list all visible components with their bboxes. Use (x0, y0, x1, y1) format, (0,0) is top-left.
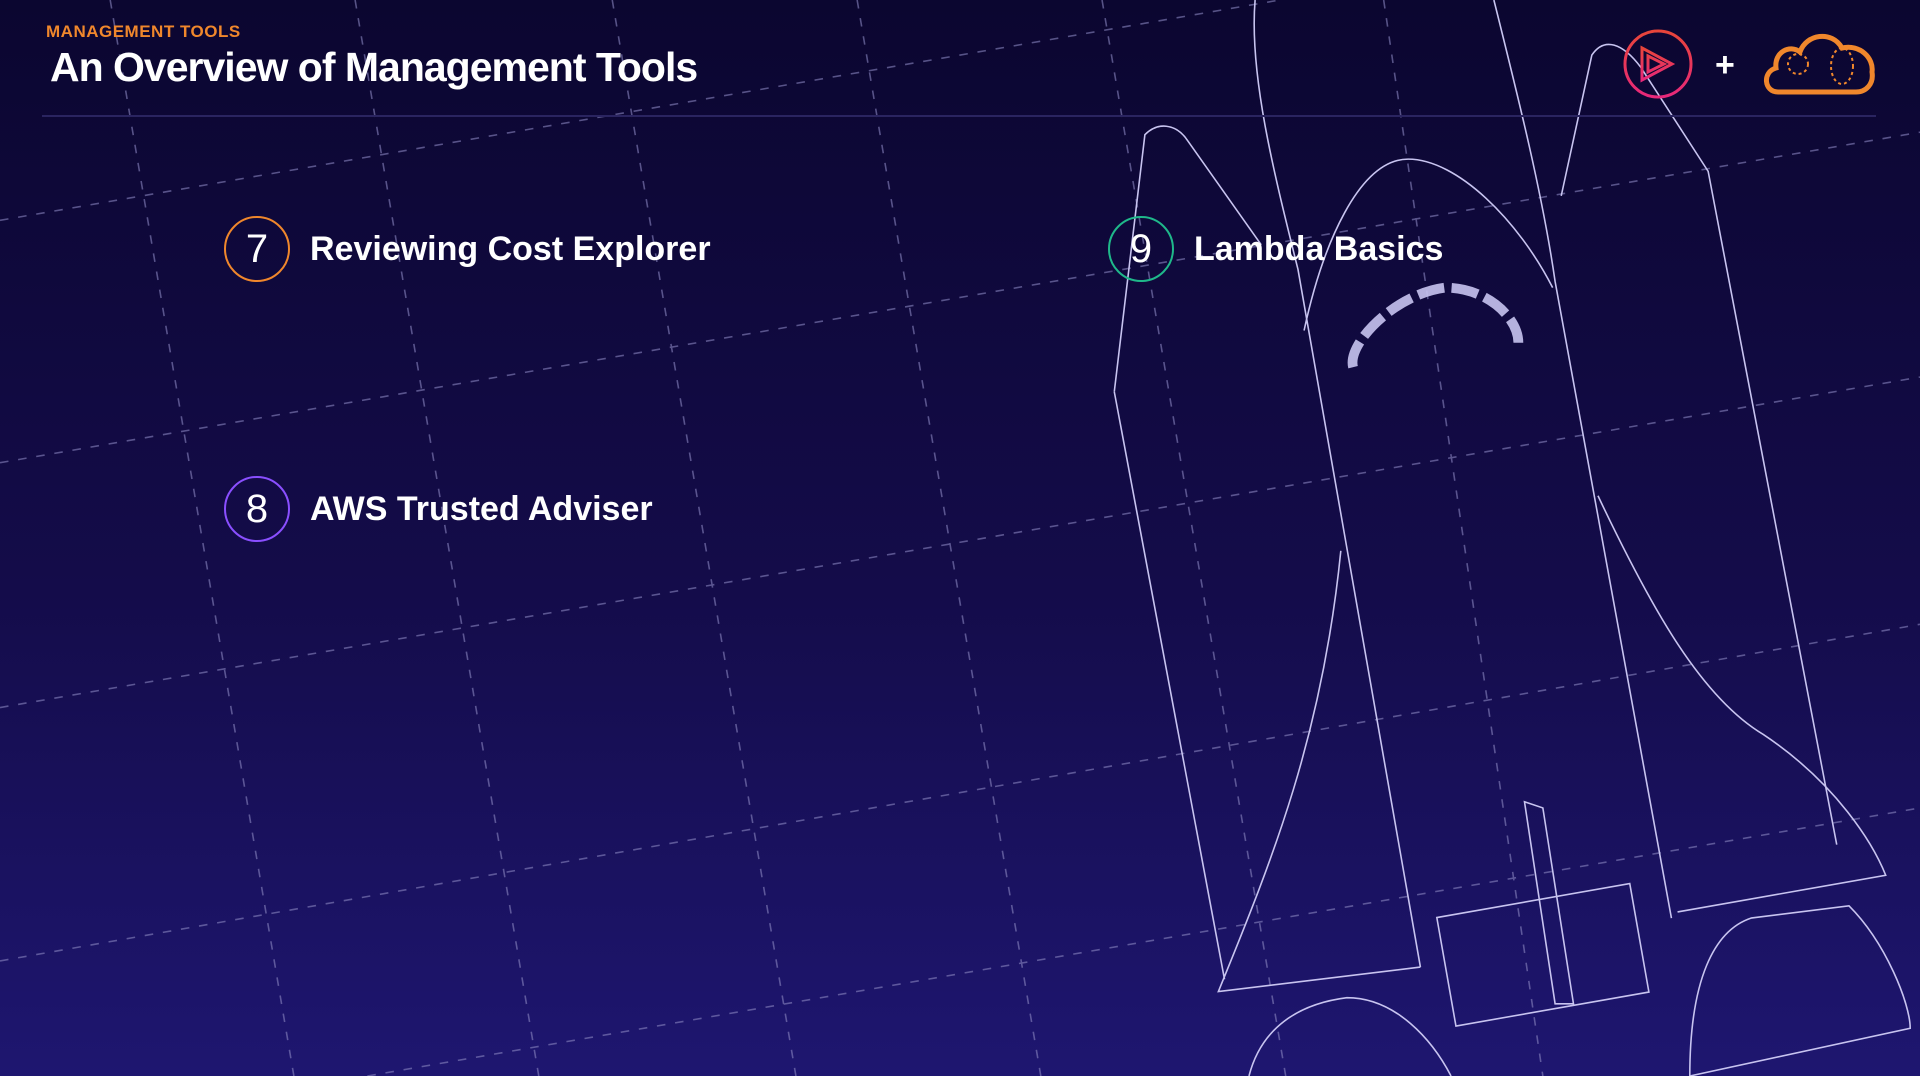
cloud-icon (1764, 33, 1875, 95)
list-item-7: 7 Reviewing Cost Explorer (224, 216, 711, 282)
item-label: AWS Trusted Adviser (310, 489, 653, 528)
number-badge: 8 (224, 476, 290, 542)
section-label: MANAGEMENT TOOLS (46, 22, 241, 41)
list-item-9: 9 Lambda Basics (1108, 216, 1443, 282)
plus-sign: + (1715, 46, 1735, 84)
list-item-8: 8 AWS Trusted Adviser (224, 476, 653, 542)
item-label: Lambda Basics (1194, 229, 1444, 268)
play-circle-icon (1623, 29, 1693, 99)
header-divider (42, 115, 1876, 117)
page-title: An Overview of Management Tools (50, 44, 698, 90)
rocket-outline (1113, 0, 1912, 1076)
number-badge: 9 (1108, 216, 1174, 282)
item-label: Reviewing Cost Explorer (310, 229, 711, 268)
number-badge: 7 (224, 216, 290, 282)
